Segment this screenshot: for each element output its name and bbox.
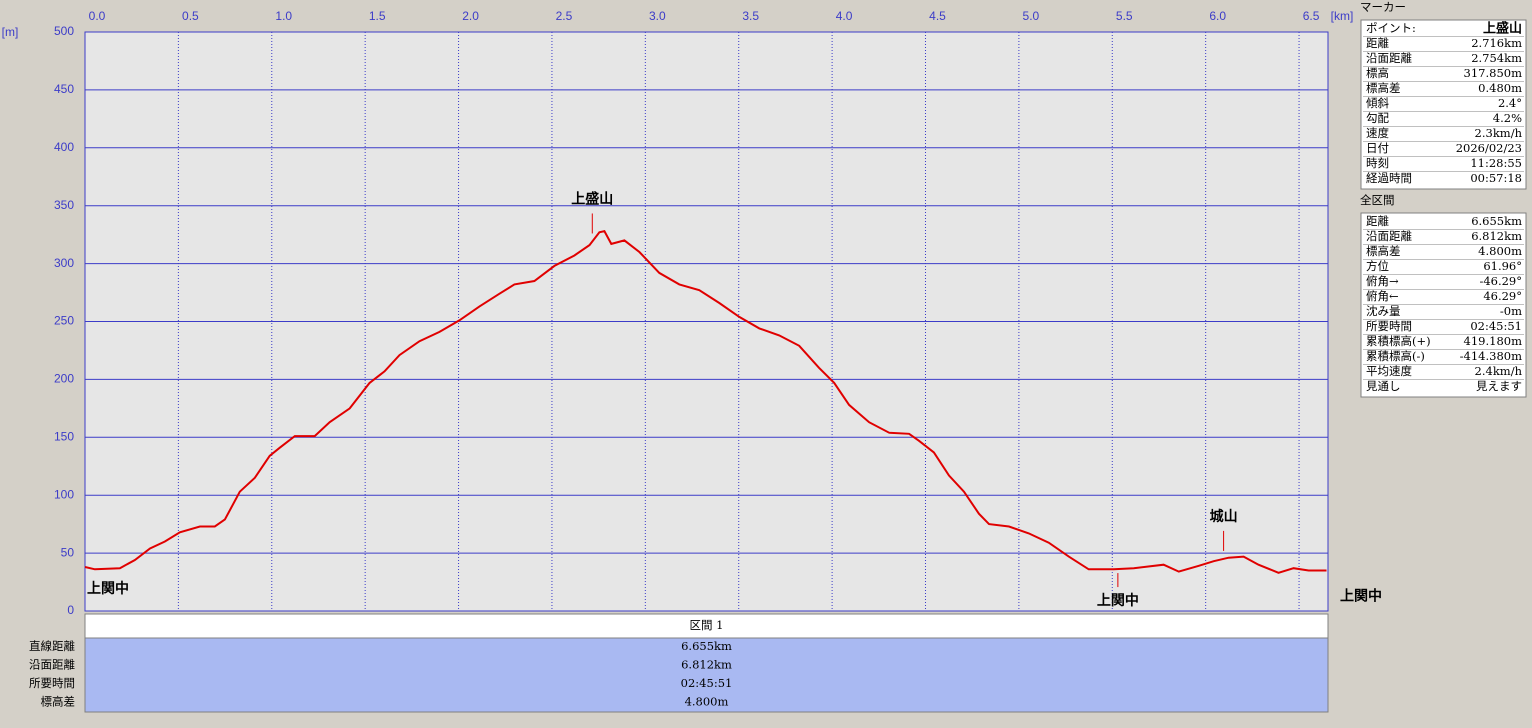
panel-label: 勾配 bbox=[1366, 111, 1389, 125]
row-label: 所要時間 bbox=[29, 676, 75, 690]
x-tick-label: 6.5 bbox=[1303, 9, 1320, 23]
panel-value: 上盛山 bbox=[1483, 21, 1522, 37]
panel-title: マーカー bbox=[1360, 0, 1406, 14]
x-tick-label: 2.0 bbox=[462, 9, 479, 23]
panel-label: 方位 bbox=[1366, 259, 1389, 273]
x-tick-label: 4.0 bbox=[836, 9, 853, 23]
y-tick-label: 100 bbox=[54, 487, 74, 501]
panel-label: 標高 bbox=[1366, 66, 1389, 80]
y-tick-label: 0 bbox=[67, 603, 74, 617]
panel-label: 日付 bbox=[1366, 141, 1389, 155]
panel-title: 全区間 bbox=[1360, 193, 1395, 207]
y-tick-label: 450 bbox=[54, 82, 74, 96]
panel-label: ポイント: bbox=[1366, 21, 1416, 35]
panel-value: 見えます bbox=[1476, 379, 1522, 393]
panel-value: 4.2% bbox=[1493, 111, 1522, 125]
row-label: 標高差 bbox=[41, 695, 76, 709]
panel-value: 2.3km/h bbox=[1475, 126, 1523, 140]
panel-label: 俯角← bbox=[1366, 289, 1399, 303]
panel-label: 時刻 bbox=[1366, 156, 1389, 170]
panel-value: 00:57:18 bbox=[1470, 171, 1522, 185]
x-tick-label: 5.5 bbox=[1116, 9, 1133, 23]
annotation: 上関中 bbox=[1097, 592, 1139, 609]
panel-value: -0m bbox=[1500, 304, 1522, 318]
panel-value: 317.850m bbox=[1464, 66, 1523, 80]
panel-label: 沈み量 bbox=[1366, 304, 1401, 318]
panel-label: 経過時間 bbox=[1366, 171, 1412, 185]
x-tick-label: 0.0 bbox=[89, 9, 106, 23]
annotation: 上関中 bbox=[1340, 587, 1382, 604]
panel-value: 2.716km bbox=[1471, 36, 1522, 50]
elevation-line bbox=[84, 230, 1327, 574]
panel-value: -414.380m bbox=[1460, 349, 1522, 363]
panel-label: 沿面距離 bbox=[1366, 229, 1412, 243]
y-tick-label: 250 bbox=[54, 314, 74, 328]
panel-value: 46.29° bbox=[1483, 289, 1522, 303]
row-value: 6.812km bbox=[681, 658, 732, 672]
panel-label: 距離 bbox=[1366, 214, 1389, 228]
annotation: 上盛山 bbox=[571, 190, 613, 207]
row-value: 4.800m bbox=[685, 695, 729, 709]
x-tick-label: 0.5 bbox=[182, 9, 199, 23]
panel-label: 累積標高(+) bbox=[1366, 334, 1431, 348]
panel-label: 距離 bbox=[1366, 36, 1389, 50]
row-value: 6.655km bbox=[681, 639, 732, 653]
panel-label: 傾斜 bbox=[1366, 96, 1389, 110]
row-value: 02:45:51 bbox=[681, 676, 733, 690]
table-header: 区間 1 bbox=[690, 618, 724, 632]
y-tick-label: 500 bbox=[54, 24, 74, 38]
y-axis-unit: [m] bbox=[2, 25, 19, 39]
x-tick-label: 1.0 bbox=[275, 9, 292, 23]
x-tick-label: 6.0 bbox=[1209, 9, 1226, 23]
panel-value: 6.655km bbox=[1471, 214, 1522, 228]
panel-value: 61.96° bbox=[1483, 259, 1522, 273]
panel-value: 6.812km bbox=[1471, 229, 1522, 243]
y-tick-label: 50 bbox=[61, 545, 75, 559]
x-tick-label: 4.5 bbox=[929, 9, 946, 23]
row-label: 沿面距離 bbox=[29, 658, 75, 672]
annotation: 城山 bbox=[1210, 508, 1238, 525]
table-body-bg bbox=[84, 637, 1329, 713]
panel-value: 11:28:55 bbox=[1470, 156, 1522, 170]
x-axis-unit: [km] bbox=[1331, 9, 1354, 23]
panel-label: 標高差 bbox=[1366, 81, 1401, 95]
panel-label: 見通し bbox=[1366, 379, 1401, 393]
panel-value: 02:45:51 bbox=[1470, 319, 1522, 333]
x-tick-label: 5.0 bbox=[1023, 9, 1040, 23]
x-tick-label: 1.5 bbox=[369, 9, 386, 23]
panel-value: 419.180m bbox=[1464, 334, 1523, 348]
panel-label: 所要時間 bbox=[1366, 319, 1412, 333]
panel-label: 沿面距離 bbox=[1366, 51, 1412, 65]
panel-label: 標高差 bbox=[1366, 244, 1401, 258]
annotation: 上関中 bbox=[87, 580, 129, 597]
panel-value: 2.754km bbox=[1471, 51, 1522, 65]
y-tick-label: 150 bbox=[54, 429, 74, 443]
panel-value: 4.800m bbox=[1478, 244, 1522, 258]
x-tick-label: 3.0 bbox=[649, 9, 666, 23]
panel-label: 累積標高(-) bbox=[1366, 349, 1425, 363]
panel-value: 2.4° bbox=[1498, 96, 1522, 110]
panel-value: 2026/02/23 bbox=[1456, 141, 1522, 155]
y-tick-label: 300 bbox=[54, 256, 74, 270]
panel-label: 平均速度 bbox=[1366, 364, 1412, 378]
panel-label: 俯角→ bbox=[1366, 274, 1399, 288]
row-label: 直線距離 bbox=[29, 639, 75, 653]
panel-value: 2.4km/h bbox=[1475, 364, 1523, 378]
panel-value: 0.480m bbox=[1478, 81, 1522, 95]
table-header-bg bbox=[84, 613, 1329, 639]
panel-value: -46.29° bbox=[1479, 274, 1522, 288]
y-tick-label: 400 bbox=[54, 140, 74, 154]
x-tick-label: 2.5 bbox=[556, 9, 573, 23]
panel-box bbox=[1360, 19, 1527, 190]
y-tick-label: 350 bbox=[54, 198, 74, 212]
panel-label: 速度 bbox=[1366, 126, 1389, 140]
x-tick-label: 3.5 bbox=[742, 9, 759, 23]
y-tick-label: 200 bbox=[54, 372, 74, 386]
